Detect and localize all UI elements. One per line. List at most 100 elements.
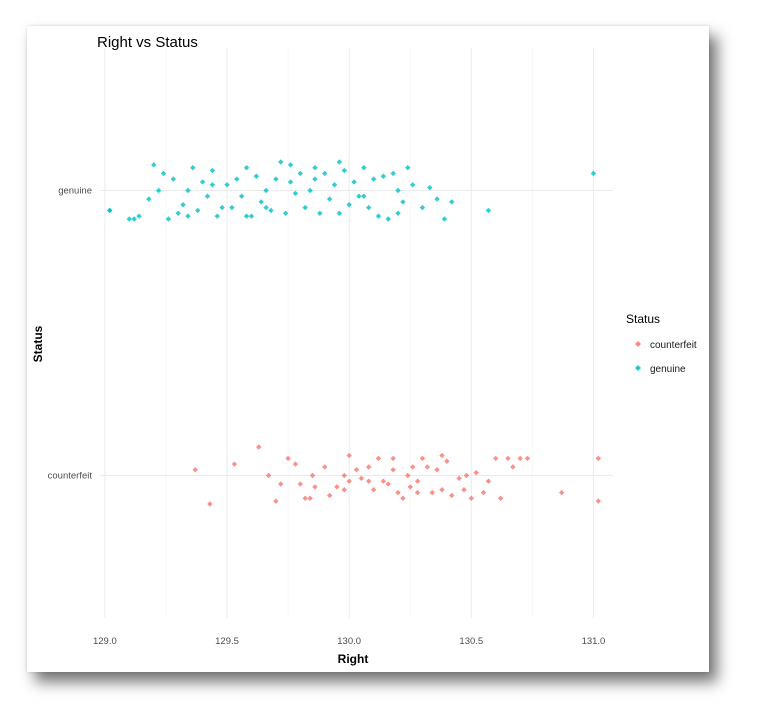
genuine-point — [170, 176, 176, 182]
counterfeit-point — [497, 495, 504, 501]
x-axis-title: Right — [338, 652, 369, 666]
genuine-point — [146, 196, 152, 202]
counterfeit-point — [302, 495, 308, 501]
genuine-point — [268, 207, 274, 214]
genuine-point — [375, 213, 382, 219]
counterfeit-point — [463, 472, 470, 479]
genuine-point — [297, 170, 304, 177]
genuine-point — [175, 210, 181, 216]
counterfeit-point — [297, 481, 304, 487]
counterfeit-point — [456, 475, 462, 482]
genuine-point — [361, 165, 367, 171]
counterfeit-point — [341, 487, 347, 493]
counterfeit-point — [468, 495, 475, 501]
counterfeit-point — [461, 487, 467, 493]
counterfeit-point — [370, 487, 377, 493]
x-tick-label: 131.0 — [582, 636, 606, 647]
genuine-point — [405, 165, 411, 171]
y-tick-label: genuine — [58, 186, 92, 197]
counterfeit-point — [207, 501, 213, 507]
genuine-point — [336, 159, 343, 165]
counterfeit-point — [278, 481, 284, 487]
genuine-point — [390, 170, 396, 177]
chart-title: Right vs Status — [97, 34, 198, 51]
genuine-point — [485, 207, 492, 214]
genuine-point — [185, 187, 191, 194]
counterfeit-point — [517, 455, 523, 462]
counterfeit-point — [390, 467, 396, 473]
genuine-point — [107, 207, 113, 214]
counterfeit-point — [231, 461, 238, 467]
counterfeit-point — [265, 472, 272, 479]
genuine-point — [199, 179, 206, 185]
genuine-point — [253, 173, 260, 179]
genuine-point — [258, 199, 264, 205]
genuine-point — [385, 216, 391, 222]
x-tick-labels: 129.0 129.5 130.0 130.5 131.0 — [93, 636, 605, 647]
grid-lines — [100, 48, 613, 618]
genuine-point — [356, 193, 362, 199]
counterfeit-point — [595, 498, 602, 504]
counterfeit-point — [449, 492, 455, 499]
genuine-point — [331, 182, 338, 188]
genuine-point — [395, 210, 401, 216]
genuine-point — [341, 167, 347, 174]
counterfeit-point — [395, 489, 401, 496]
genuine-point — [229, 204, 235, 211]
counterfeit-point — [346, 452, 352, 459]
counterfeit-point — [595, 455, 602, 462]
genuine-point — [278, 159, 284, 165]
genuine-point — [243, 213, 250, 219]
genuine-point — [312, 176, 318, 182]
genuine-point — [273, 176, 279, 182]
genuine-point — [441, 216, 448, 222]
counterfeit-point — [407, 484, 413, 490]
genuine-point — [409, 182, 416, 188]
x-tick-label: 130.5 — [459, 636, 483, 647]
chart-card: Right vs Status 129.0 129.5 130.0 130.5 131.… — [27, 26, 709, 672]
counterfeit-point — [480, 489, 487, 496]
counterfeit-point — [439, 452, 445, 459]
counterfeit-point — [353, 467, 360, 473]
genuine-point — [395, 187, 401, 194]
counterfeit-point — [400, 495, 406, 501]
counterfeit-point — [444, 458, 450, 464]
counterfeit-point — [375, 455, 382, 462]
genuine-point — [126, 216, 133, 222]
genuine-point — [361, 193, 367, 199]
legend-key-genuine — [635, 365, 641, 371]
counterfeit-point — [309, 472, 316, 479]
genuine-point — [590, 170, 597, 177]
genuine-point — [326, 196, 333, 202]
genuine-point — [214, 213, 220, 219]
genuine-point — [366, 204, 372, 211]
genuine-point — [160, 170, 167, 177]
genuine-point — [351, 179, 357, 185]
genuine-point — [155, 187, 162, 194]
y-tick-labels: counterfeit genuine — [48, 186, 93, 482]
genuine-point — [370, 176, 377, 182]
genuine-point — [282, 210, 289, 216]
genuine-point — [322, 170, 328, 177]
genuine-point — [336, 210, 343, 216]
counterfeit-point — [439, 487, 445, 493]
counterfeit-point — [385, 481, 391, 487]
counterfeit-point — [346, 478, 352, 484]
counterfeit-point — [559, 489, 565, 496]
counterfeit-point — [493, 455, 499, 462]
counterfeit-point — [334, 484, 340, 490]
counterfeit-point — [414, 478, 421, 484]
counterfeit-point — [485, 478, 492, 484]
genuine-point — [136, 213, 142, 219]
data-points — [107, 159, 602, 507]
counterfeit-point — [429, 489, 435, 496]
genuine-point — [131, 216, 137, 222]
counterfeit-point — [473, 469, 479, 476]
counterfeit-point — [510, 464, 516, 470]
counterfeit-point — [505, 455, 511, 462]
counterfeit-point — [405, 472, 411, 479]
genuine-point — [190, 165, 196, 171]
genuine-point — [263, 187, 269, 194]
counterfeit-point — [366, 478, 372, 484]
counterfeit-point — [292, 461, 299, 467]
